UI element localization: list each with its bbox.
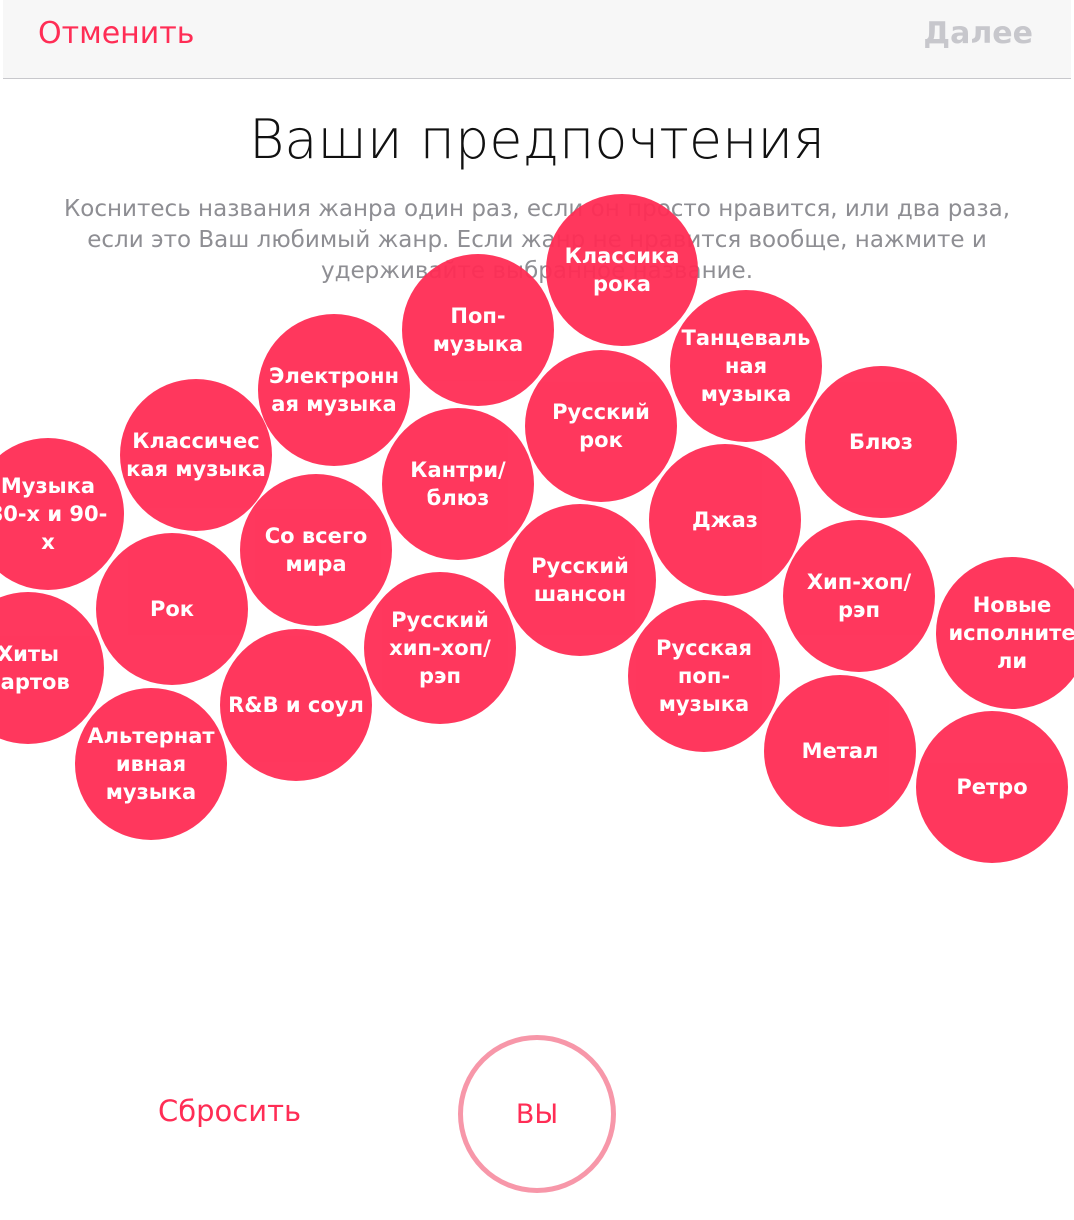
- genre-bubble[interactable]: Блюз: [805, 366, 957, 518]
- genre-label: Русская: [656, 636, 752, 660]
- genre-label: музыка: [105, 780, 197, 804]
- next-button[interactable]: Далее: [923, 16, 1033, 51]
- genre-bubble[interactable]: Рок: [96, 533, 248, 685]
- reset-button[interactable]: Сбросить: [158, 1094, 302, 1128]
- genre-label: исполните: [948, 621, 1074, 645]
- genre-label: ли: [996, 649, 1028, 673]
- genre-label: 80-х и 90-: [0, 502, 108, 526]
- genre-label: Блюз: [848, 430, 913, 454]
- genre-label: поп-: [677, 664, 731, 688]
- genre-label: рэп: [419, 664, 461, 688]
- genre-bubble[interactable]: Джаз: [649, 444, 801, 596]
- genre-bubble[interactable]: Новые исполните ли: [936, 557, 1074, 709]
- genre-bubble[interactable]: Электронн ая музыка: [258, 314, 410, 466]
- genre-label: ая музыка: [271, 392, 397, 416]
- genre-label: Классичес: [132, 429, 260, 453]
- cancel-button[interactable]: Отменить: [38, 16, 195, 51]
- genre-bubble[interactable]: Русская поп-музыка: [628, 600, 780, 752]
- genre-label: х: [41, 530, 55, 554]
- genre-bubble[interactable]: Ретро: [916, 711, 1068, 863]
- genre-label: Русский: [531, 554, 629, 578]
- genre-label: Поп-: [450, 304, 506, 328]
- genre-bubble[interactable]: Танцеваль ная музыка: [670, 290, 822, 442]
- genre-label: Хиты: [0, 642, 60, 666]
- genre-bubble[interactable]: Альтернат ивная музыка: [75, 688, 227, 840]
- genre-label: Кантри/: [410, 458, 506, 482]
- genre-label: Рок: [149, 597, 195, 621]
- genre-bubble[interactable]: Кантри/блюз: [382, 408, 534, 560]
- genre-label: Электронн: [269, 364, 399, 388]
- genre-label: рэп: [838, 598, 880, 622]
- genre-label: музыка: [700, 382, 792, 406]
- genre-label: ная: [724, 354, 768, 378]
- genre-bubble[interactable]: Музыка 80-х и 90- х: [0, 438, 124, 590]
- genre-label: рок: [579, 428, 623, 452]
- genre-bubble[interactable]: Со всего мира: [240, 474, 392, 626]
- genre-label: блюз: [426, 486, 490, 510]
- genre-label: Альтернат: [87, 724, 215, 748]
- genre-bubble[interactable]: Метал: [764, 675, 916, 827]
- genre-label: Танцеваль: [681, 326, 811, 350]
- genre-bubble[interactable]: Классика рока: [546, 194, 698, 346]
- genre-label: мира: [285, 552, 347, 576]
- genre-label: кая музыка: [126, 457, 266, 481]
- genre-bubble[interactable]: Классичес кая музыка: [120, 379, 272, 531]
- nav-bar: Отменить Далее: [3, 0, 1071, 79]
- genre-label: Русский: [552, 400, 650, 424]
- you-button[interactable]: ВЫ: [458, 1035, 616, 1193]
- genre-label: R&B и соул: [228, 693, 364, 717]
- genre-label: Джаз: [692, 508, 758, 532]
- genre-bubble[interactable]: Русский шансон: [504, 504, 656, 656]
- genre-label: Новые: [972, 593, 1052, 617]
- genre-label: ивная: [115, 752, 187, 776]
- genre-label: рока: [593, 272, 651, 296]
- genre-label: шансон: [533, 582, 627, 606]
- genre-label: Хип-хоп/: [806, 570, 912, 594]
- genre-label: Со всего: [264, 524, 368, 548]
- genre-label: чартов: [0, 670, 70, 694]
- genre-label: Русский: [391, 608, 489, 632]
- genre-bubble[interactable]: Русский рок: [525, 350, 677, 502]
- genre-label: Классика: [564, 244, 680, 268]
- description: Коснитесь названия жанра один раз, если …: [63, 196, 1011, 284]
- genre-bubble[interactable]: Поп-музыка: [402, 254, 554, 406]
- genre-bubble[interactable]: R&B и соул: [220, 629, 372, 781]
- genre-bubble[interactable]: Хип-хоп/рэп: [783, 520, 935, 672]
- genre-label: Ретро: [956, 775, 1028, 799]
- genre-label: Метал: [801, 739, 879, 763]
- genre-label: хип-хоп/: [389, 636, 491, 660]
- genre-label: музыка: [432, 332, 524, 356]
- genre-label: музыка: [658, 692, 750, 716]
- title: Ваши предпочтения: [249, 108, 825, 171]
- genre-bubble[interactable]: Русский хип-хоп/рэп: [364, 572, 516, 724]
- genre-label: Музыка: [0, 474, 96, 498]
